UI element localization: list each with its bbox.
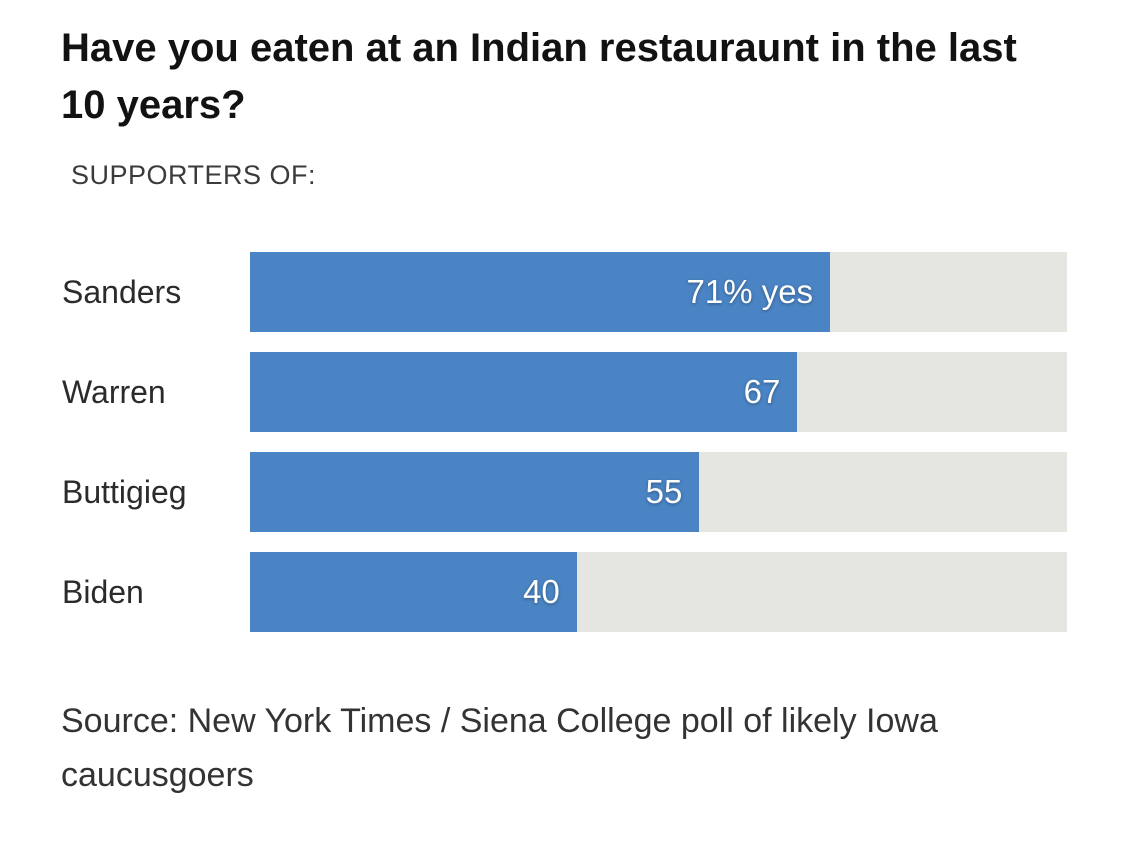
bar-track: 71% yes [250,252,1067,332]
category-label: Warren [62,373,166,410]
bar-track: 67 [250,352,1067,432]
value-label: 40 [523,573,560,610]
bar-track: 55 [250,452,1067,532]
category-label: Buttigieg [62,473,187,510]
bar-fill: 67 [250,352,798,432]
bar-row: Buttigieg 55 [62,452,1067,532]
bar-fill: 55 [250,452,700,532]
chart-subtitle: SUPPORTERS OF: [71,160,317,190]
chart-source: Source: New York Times / Siena College p… [61,702,938,795]
chart-title: Have you eaten at an Indian restauraunt … [61,26,1017,127]
category-label: Sanders [62,273,182,310]
value-label: 67 [743,373,781,410]
value-label: 55 [645,473,683,510]
category-label: Biden [62,573,144,610]
bar-chart: Sanders 71% yes Warren 67 Buttigieg 55 B… [62,252,1067,652]
bar-row: Biden 40 [62,552,1067,632]
bar-fill: 71% yes [250,252,831,332]
bar-fill: 40 [250,552,577,632]
bar-row: Sanders 71% yes [62,252,1067,332]
bar-row: Warren 67 [62,352,1067,432]
value-label: 71% yes [686,273,814,310]
bar-track: 40 [250,552,1067,632]
